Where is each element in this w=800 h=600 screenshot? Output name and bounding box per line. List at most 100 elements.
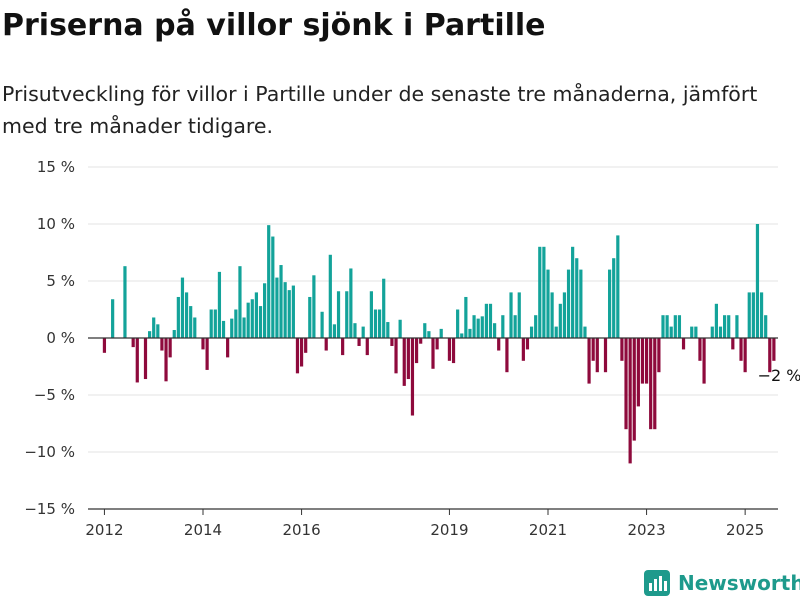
bar bbox=[242, 317, 246, 338]
newsworthy-logo[interactable]: Newsworthy bbox=[644, 568, 800, 598]
bar bbox=[501, 315, 505, 338]
bar bbox=[287, 290, 291, 338]
bar bbox=[644, 338, 649, 384]
bar bbox=[538, 246, 542, 338]
bar bbox=[447, 338, 452, 361]
bar bbox=[172, 330, 176, 338]
bar bbox=[295, 338, 300, 374]
bar bbox=[714, 303, 718, 338]
bar bbox=[299, 338, 304, 367]
bar bbox=[546, 269, 550, 338]
bar bbox=[365, 338, 369, 356]
bar bbox=[735, 315, 739, 338]
bar bbox=[184, 292, 189, 338]
bar bbox=[332, 324, 337, 338]
bar bbox=[221, 320, 226, 338]
bar bbox=[414, 338, 419, 364]
bar bbox=[361, 326, 365, 338]
bar bbox=[386, 322, 390, 338]
bar bbox=[238, 266, 242, 338]
bar bbox=[521, 338, 525, 361]
bar bbox=[308, 296, 312, 338]
bar bbox=[369, 291, 373, 338]
bar bbox=[772, 338, 776, 361]
bar bbox=[373, 309, 378, 338]
bar bbox=[628, 338, 632, 464]
bar bbox=[345, 291, 349, 338]
bar bbox=[723, 315, 727, 338]
bar bbox=[517, 292, 521, 338]
bar bbox=[583, 326, 587, 338]
bar bbox=[764, 315, 768, 338]
bar bbox=[226, 338, 230, 358]
y-tick-label: 15 % bbox=[37, 158, 75, 176]
bar bbox=[312, 275, 316, 338]
bar bbox=[209, 309, 213, 338]
bar bbox=[665, 315, 669, 338]
bar bbox=[217, 271, 222, 338]
bar bbox=[484, 303, 488, 338]
bar bbox=[529, 326, 534, 338]
bar bbox=[435, 338, 439, 350]
bar bbox=[135, 338, 139, 383]
bar bbox=[180, 277, 185, 338]
bar bbox=[423, 323, 427, 338]
bar bbox=[353, 323, 357, 338]
last-value-annotation: −2 % bbox=[758, 366, 800, 385]
bar bbox=[587, 338, 591, 384]
bar bbox=[213, 309, 217, 338]
bar bbox=[657, 338, 661, 373]
bar bbox=[357, 338, 361, 346]
bar bbox=[378, 309, 382, 338]
bars bbox=[102, 224, 776, 464]
bar bbox=[579, 269, 583, 338]
bar bbox=[694, 326, 698, 338]
bar bbox=[439, 328, 443, 338]
bar bbox=[398, 319, 402, 338]
bar bbox=[616, 235, 620, 338]
bar bbox=[341, 338, 345, 356]
bar bbox=[168, 338, 172, 358]
bar bbox=[460, 333, 464, 338]
bar bbox=[698, 338, 702, 361]
y-tick-label: 0 % bbox=[46, 329, 75, 347]
bar bbox=[390, 338, 394, 346]
bar bbox=[324, 338, 328, 351]
bar bbox=[681, 338, 686, 350]
bar bbox=[755, 224, 760, 338]
bar bbox=[131, 338, 135, 348]
bar bbox=[608, 269, 612, 338]
bar bbox=[152, 317, 156, 338]
bar bbox=[291, 285, 295, 338]
bar bbox=[234, 309, 238, 338]
bar bbox=[669, 326, 673, 338]
x-tick-label: 2019 bbox=[430, 521, 468, 539]
bar bbox=[677, 315, 682, 338]
bar bbox=[246, 302, 250, 338]
bar bbox=[464, 296, 468, 338]
bar bbox=[673, 315, 677, 338]
bar bbox=[497, 338, 501, 351]
bar bbox=[603, 338, 608, 373]
bar bbox=[406, 338, 410, 380]
bar bbox=[419, 338, 423, 344]
y-tick-label: −5 % bbox=[34, 386, 75, 404]
bar bbox=[620, 338, 624, 361]
bar bbox=[328, 254, 332, 338]
bar bbox=[710, 326, 714, 338]
bar bbox=[690, 326, 694, 338]
bar bbox=[148, 331, 152, 338]
bar bbox=[427, 331, 431, 338]
y-tick-label: −15 % bbox=[24, 500, 75, 518]
bar bbox=[759, 292, 764, 338]
bar bbox=[566, 269, 571, 338]
bar bbox=[176, 296, 180, 338]
bar bbox=[649, 338, 653, 430]
bar bbox=[751, 292, 755, 338]
bar bbox=[451, 338, 456, 364]
tick-labels: 15 % 10 % 5 % 0 % −5 % −10 % −15 % 2012 2014 2016… bbox=[24, 158, 764, 539]
bar bbox=[456, 309, 460, 338]
bar bbox=[747, 292, 751, 338]
bar bbox=[488, 303, 493, 338]
bar bbox=[283, 282, 287, 338]
